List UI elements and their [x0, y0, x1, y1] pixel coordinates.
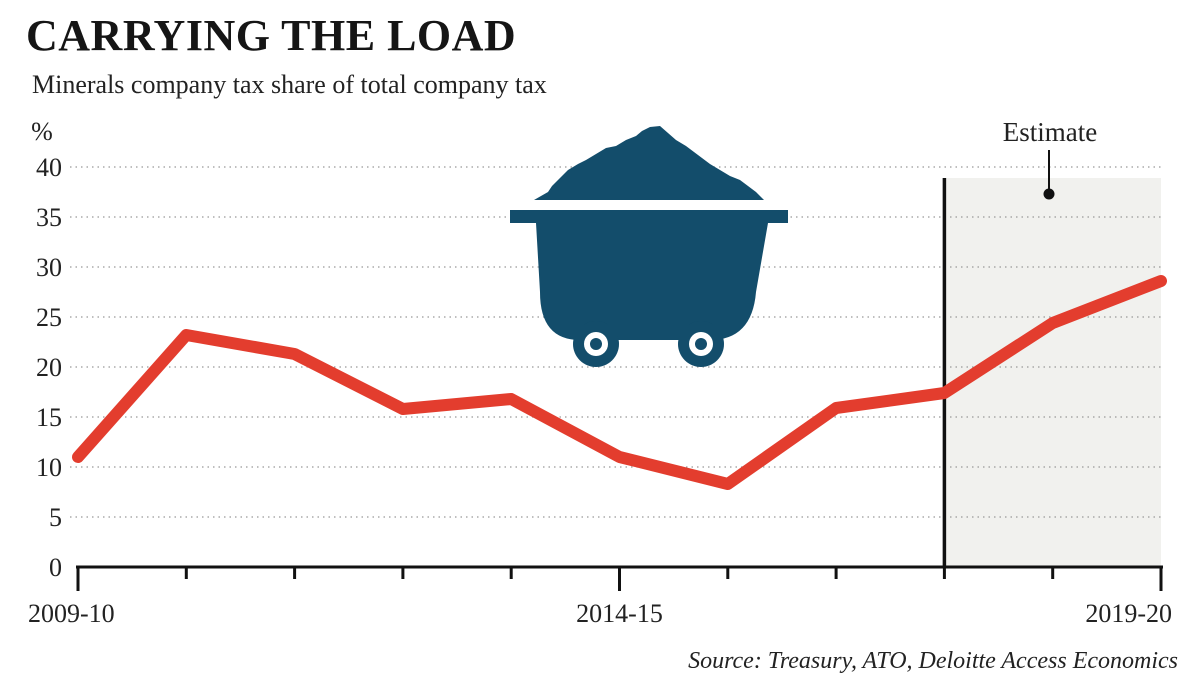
y-tick-label: 15 [36, 403, 62, 432]
chart-subtitle: Minerals company tax share of total comp… [32, 70, 547, 99]
mining-cart-icon [510, 126, 788, 367]
wheel-hub [590, 338, 602, 350]
y-tick-label: 30 [36, 253, 62, 282]
wheel-hub [695, 338, 707, 350]
estimate-pointer-dot [1043, 188, 1055, 200]
x-tick-label: 2019-20 [1085, 599, 1172, 628]
x-tick-label: 2009-10 [28, 599, 115, 628]
y-axis-label: % [31, 117, 53, 146]
chart-title: CARRYING THE LOAD [26, 11, 517, 60]
y-tick-label: 5 [49, 503, 62, 532]
y-tick-label: 35 [36, 203, 62, 232]
y-tick-label: 20 [36, 353, 62, 382]
y-tick-label: 0 [49, 553, 62, 582]
y-tick-label: 40 [36, 153, 62, 182]
estimate-label: Estimate [1003, 117, 1097, 147]
cart-rim [510, 210, 788, 223]
x-tick-label: 2014-15 [576, 599, 663, 628]
y-tick-label: 10 [36, 453, 62, 482]
chart-source: Source: Treasury, ATO, Deloitte Access E… [688, 648, 1178, 674]
cart-body [536, 223, 768, 340]
y-tick-label: 25 [36, 303, 62, 332]
coal-pile [534, 126, 764, 200]
